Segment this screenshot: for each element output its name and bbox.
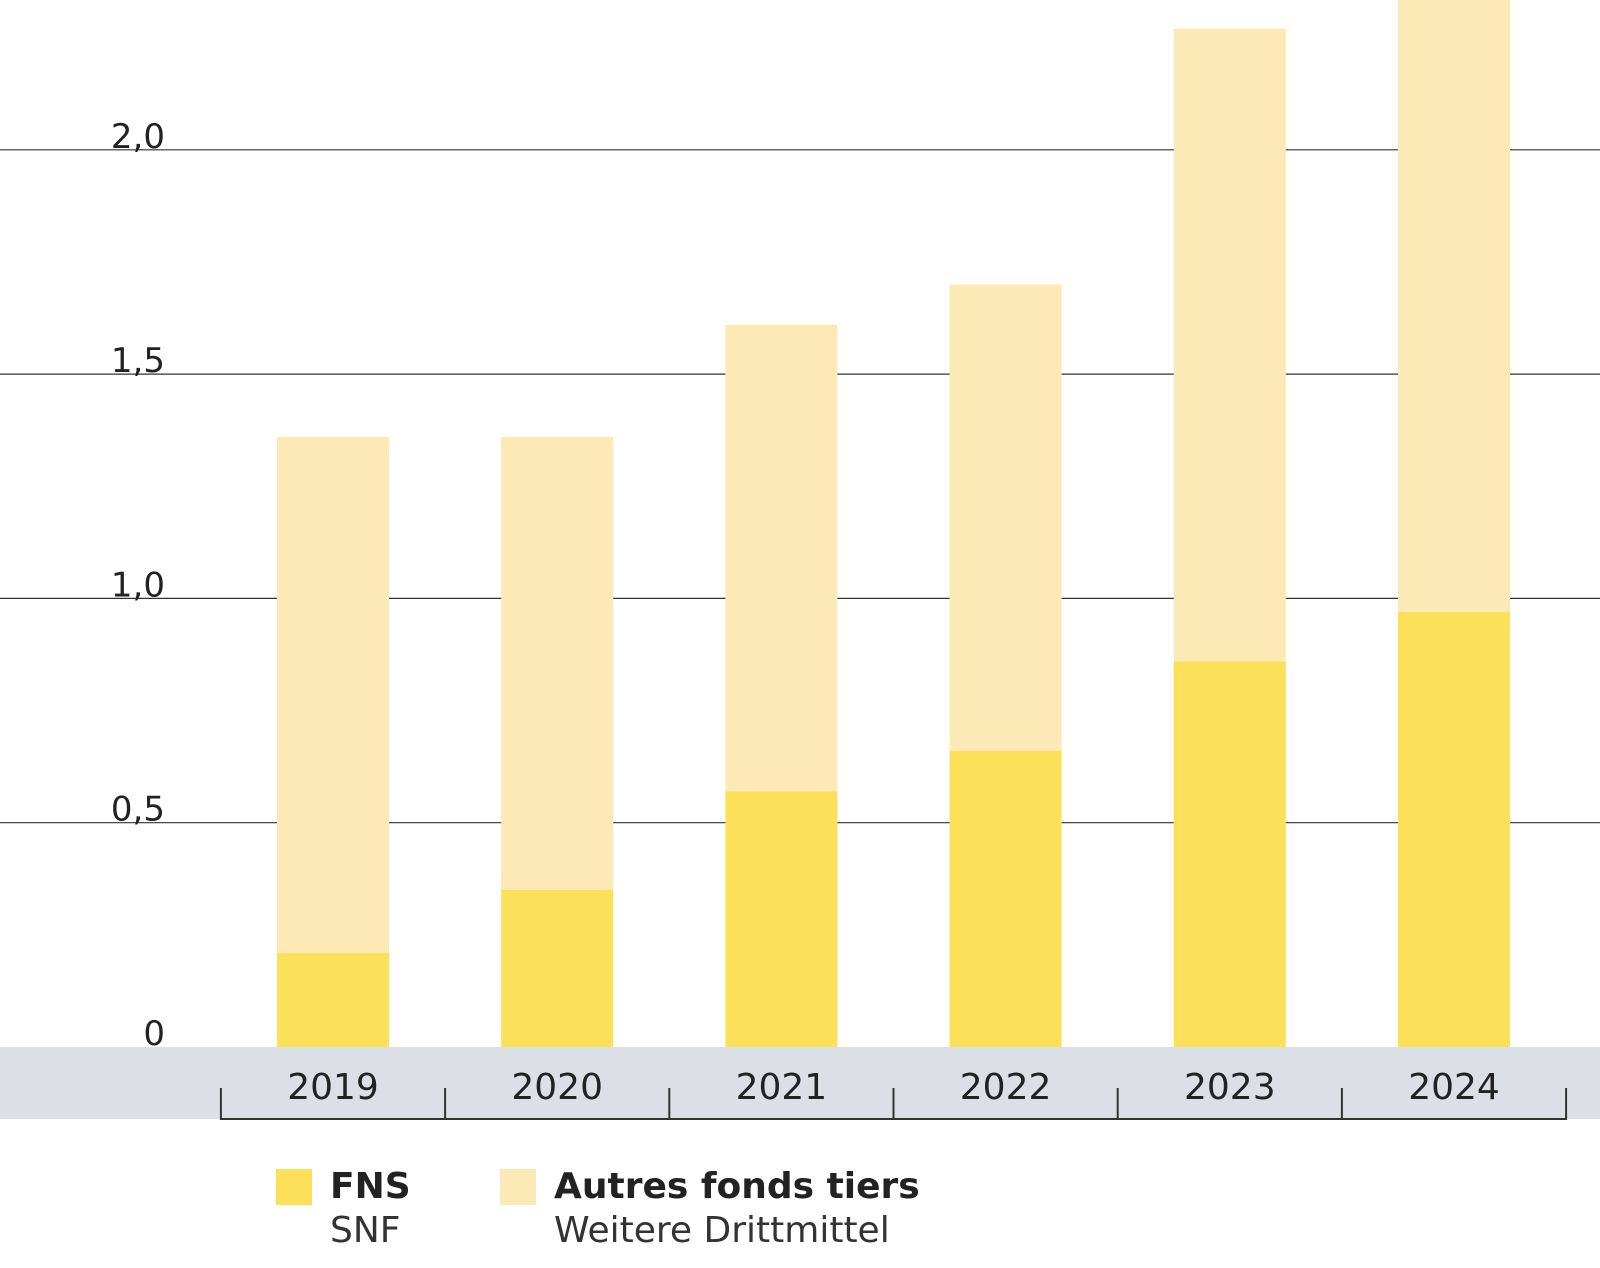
- bar-other-funds-2024: [1398, 0, 1510, 612]
- y-axis-labels: 0 0,5 1,0 1,5 2,0: [111, 117, 165, 1054]
- y-tick-label: 1,0: [111, 565, 165, 605]
- x-tick-label: 2019: [287, 1067, 379, 1108]
- x-tick-label: 2020: [511, 1067, 603, 1108]
- bar-fns-2021: [725, 791, 838, 1047]
- legend-label-fns: FNS: [330, 1166, 411, 1207]
- bar-other-funds-2020: [501, 436, 614, 890]
- x-axis-band: [0, 1047, 1600, 1119]
- legend-item-other-funds: Autres fonds tiers Weitere Drittmittel: [500, 1165, 920, 1253]
- x-tick-label: 2021: [736, 1067, 828, 1108]
- bar-fns-2019: [277, 952, 389, 1047]
- bar-other-funds-2021: [725, 324, 838, 792]
- bar-other-funds-2023: [1173, 28, 1286, 662]
- bars: [277, 0, 1510, 1047]
- y-tick-label: 1,5: [111, 341, 165, 381]
- bar-fns-2024: [1398, 611, 1510, 1047]
- x-axis: 2019 2020 2021 2022 2023 2024: [219, 1067, 1568, 1120]
- legend-item-fns: FNS SNF: [276, 1165, 411, 1253]
- stacked-bar-chart: 0 0,5 1,0 1,5 2,0 2019 2020 2021 2022 2023 2024: [0, 0, 1600, 1120]
- bar-other-funds-2022: [949, 284, 1062, 751]
- legend-label-autres-fonds-tiers: Autres fonds tiers: [554, 1166, 920, 1207]
- bar-other-funds-2019: [277, 436, 389, 953]
- x-tick-label: 2024: [1408, 1067, 1500, 1108]
- y-tick-label: 0,5: [111, 790, 165, 830]
- bar-fns-2022: [949, 750, 1062, 1047]
- legend-label-weitere-drittmittel: Weitere Drittmittel: [554, 1210, 890, 1251]
- y-tick-label: 2,0: [111, 117, 165, 157]
- legend-label-snf: SNF: [330, 1210, 401, 1251]
- y-tick-label: 0: [143, 1014, 165, 1054]
- legend-swatch-other-funds: [500, 1169, 536, 1205]
- x-tick-label: 2023: [1184, 1067, 1276, 1108]
- bar-fns-2020: [501, 889, 614, 1047]
- legend-swatch-fns: [276, 1169, 312, 1205]
- x-tick-label: 2022: [960, 1067, 1052, 1108]
- bar-fns-2023: [1173, 661, 1286, 1047]
